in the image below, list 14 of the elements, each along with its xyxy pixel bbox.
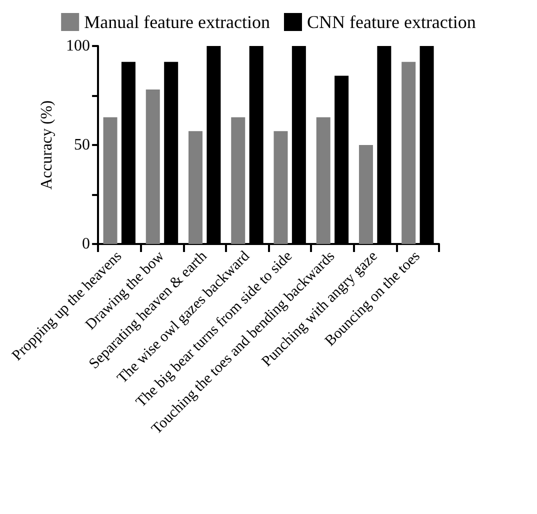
bar bbox=[402, 62, 416, 244]
bar bbox=[316, 117, 330, 244]
legend-label: CNN feature extraction bbox=[306, 12, 476, 32]
legend-label: Manual feature extraction bbox=[84, 12, 270, 32]
bar bbox=[103, 117, 118, 244]
bar bbox=[358, 145, 373, 244]
y-axis-title: Accuracy (%) bbox=[38, 100, 56, 190]
bar bbox=[146, 90, 160, 244]
y-tick-label: 50 bbox=[74, 136, 90, 154]
y-tick-label: 0 bbox=[82, 236, 90, 252]
y-tick-label: 100 bbox=[66, 38, 90, 54]
bar bbox=[188, 131, 203, 244]
bar bbox=[231, 117, 246, 244]
bar bbox=[274, 131, 288, 244]
